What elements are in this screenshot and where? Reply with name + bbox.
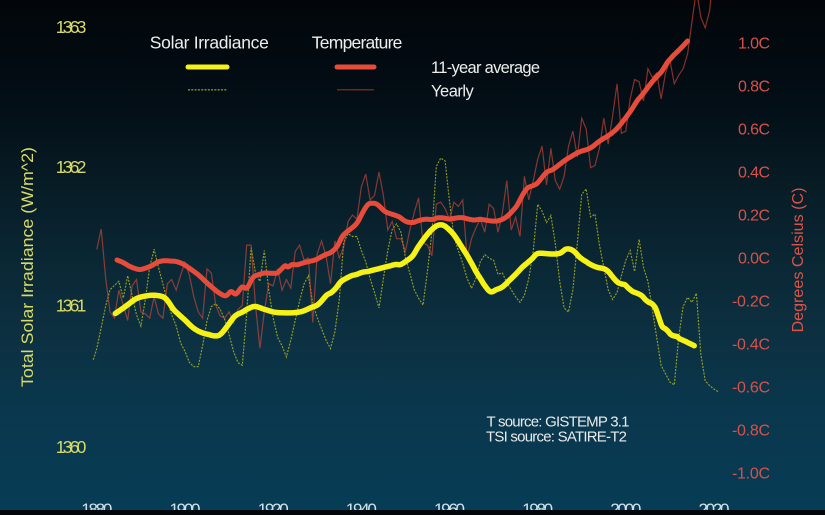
svg-text:Temperature: Temperature bbox=[312, 33, 403, 53]
svg-text:0.0C: 0.0C bbox=[738, 251, 770, 268]
svg-text:Degrees Celsius (C): Degrees Celsius (C) bbox=[790, 188, 807, 333]
svg-text:1980: 1980 bbox=[522, 500, 553, 510]
svg-text:-0.4C: -0.4C bbox=[732, 336, 770, 353]
svg-text:Solar Irradiance: Solar Irradiance bbox=[150, 33, 269, 53]
svg-text:1362: 1362 bbox=[56, 157, 87, 177]
svg-text:-0.6C: -0.6C bbox=[732, 379, 770, 396]
svg-text:11-year average: 11-year average bbox=[431, 59, 540, 77]
svg-text:TSI source: SATIRE-T2: TSI source: SATIRE-T2 bbox=[486, 428, 627, 445]
svg-text:1.0C: 1.0C bbox=[738, 36, 770, 53]
svg-text:1920: 1920 bbox=[258, 500, 289, 510]
svg-text:-1.0C: -1.0C bbox=[732, 465, 770, 482]
svg-text:Total Solar Irradiance (W/m^2): Total Solar Irradiance (W/m^2) bbox=[19, 147, 37, 387]
svg-text:0.2C: 0.2C bbox=[738, 208, 770, 225]
svg-text:1960: 1960 bbox=[434, 500, 465, 510]
svg-text:2000: 2000 bbox=[610, 500, 641, 510]
svg-text:1940: 1940 bbox=[346, 500, 377, 510]
svg-text:0.8C: 0.8C bbox=[738, 79, 770, 96]
svg-text:1360: 1360 bbox=[56, 437, 87, 457]
svg-text:-0.2C: -0.2C bbox=[732, 293, 770, 310]
svg-text:1880: 1880 bbox=[81, 500, 112, 510]
svg-text:2020: 2020 bbox=[699, 500, 730, 510]
svg-text:-0.8C: -0.8C bbox=[732, 423, 770, 440]
svg-text:1361: 1361 bbox=[56, 296, 87, 316]
svg-text:0.6C: 0.6C bbox=[738, 122, 770, 139]
svg-text:T source: GISTEMP 3.1: T source: GISTEMP 3.1 bbox=[487, 414, 630, 431]
svg-text:1900: 1900 bbox=[170, 500, 201, 510]
svg-text:1363: 1363 bbox=[56, 17, 87, 37]
svg-text:Yearly: Yearly bbox=[431, 83, 475, 101]
svg-text:0.4C: 0.4C bbox=[738, 165, 770, 182]
